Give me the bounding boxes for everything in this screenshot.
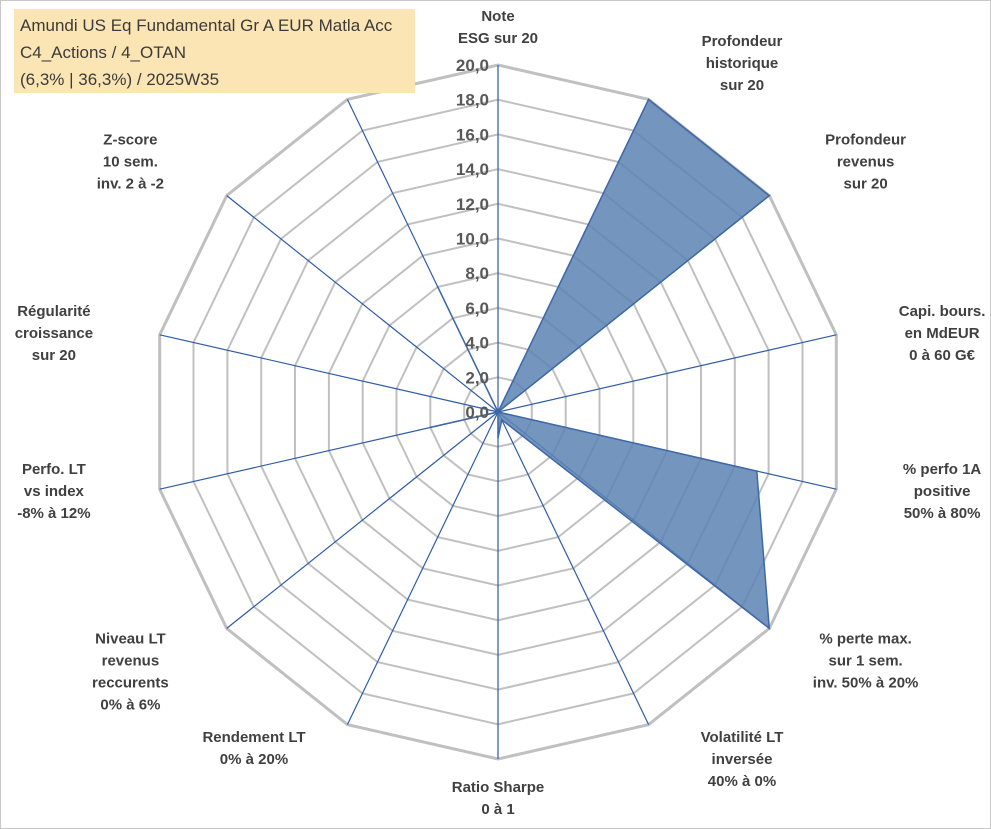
tick-label: 2,0	[465, 368, 489, 387]
axis-label: Perfo. LT vs index -8% à 12%	[17, 461, 90, 522]
data-point	[497, 437, 499, 439]
tick-label: 18,0	[456, 91, 489, 110]
axis-spoke	[226, 411, 499, 629]
axis-label: % perte max. sur 1 sem. inv. 50% à 20%	[813, 630, 919, 691]
axis-spoke	[159, 334, 499, 413]
data-point	[756, 470, 758, 472]
axis-label: Z-score 10 sem. inv. 2 à -2	[97, 132, 164, 193]
axis-label: Profondeur historique sur 20	[702, 33, 783, 94]
axis-label: Volatilité LT inversée 40% à 0%	[701, 729, 784, 790]
fund-stats: (6,3% | 36,3%) / 2025W35	[20, 70, 220, 89]
axis-spoke	[497, 334, 837, 413]
tick-label: 14,0	[456, 160, 489, 179]
axis-spoke	[346, 411, 499, 725]
axis-label: Profondeur revenus sur 20	[825, 132, 906, 193]
axis-label: Ratio Sharpe 0 à 1	[452, 779, 545, 818]
axis-label: % perfo 1A positive 50% à 80%	[903, 461, 982, 522]
tick-label: 0,0	[465, 403, 489, 422]
tick-label: 20,0	[456, 56, 489, 75]
data-point	[497, 411, 499, 413]
data-point	[437, 286, 439, 288]
axis-label: Régularité croissance sur 20	[15, 303, 93, 364]
data-point	[429, 426, 432, 429]
data-point	[768, 627, 771, 630]
axis-label: Capi. bours. en MdEUR 0 à 60 G€	[899, 303, 986, 364]
tick-label: 8,0	[465, 264, 489, 283]
fund-info-box: Amundi US Eq Fundamental Gr A EUR Matla …	[14, 9, 415, 93]
tick-label: 6,0	[465, 299, 489, 318]
tick-label: 4,0	[465, 334, 489, 353]
axis-label: Niveau LT revenus reccurents 0% à 6%	[92, 630, 169, 713]
tick-label: 16,0	[456, 125, 489, 144]
tick-label: 10,0	[456, 230, 489, 249]
axis-label: Note ESG sur 20	[458, 8, 538, 47]
data-point	[768, 194, 771, 197]
data-point	[501, 419, 503, 421]
axis-spoke	[226, 195, 499, 413]
tick-label: 12,0	[456, 195, 489, 214]
data-point	[647, 98, 650, 101]
axis-label: Rendement LT 0% à 20%	[202, 729, 305, 768]
fund-name: Amundi US Eq Fundamental Gr A EUR Matla …	[20, 16, 393, 35]
axis-spoke	[497, 411, 650, 725]
fund-category: C4_Actions / 4_OTAN	[20, 43, 186, 62]
